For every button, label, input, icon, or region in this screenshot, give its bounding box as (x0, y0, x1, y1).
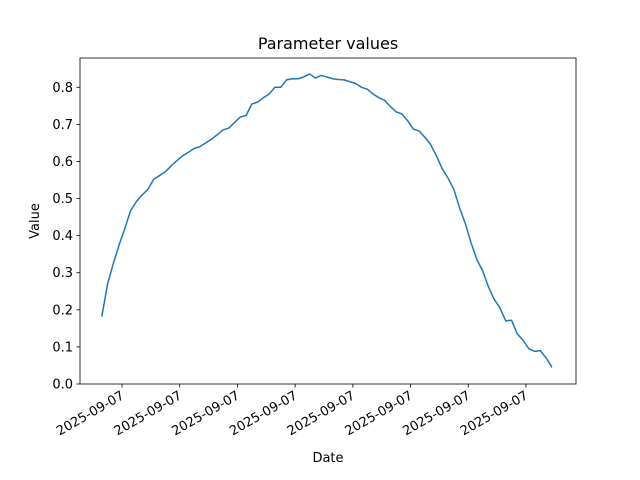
y-tick-label: 0.3 (52, 266, 73, 281)
y-tick-label: 0.4 (52, 229, 73, 244)
chart-title: Parameter values (258, 34, 398, 53)
y-tick-label: 0.6 (52, 155, 73, 170)
y-tick-label: 0.1 (52, 340, 73, 355)
y-tick-label: 0.5 (52, 192, 73, 207)
y-tick-label: 0.8 (52, 81, 73, 96)
y-tick-label: 0.0 (52, 378, 73, 393)
y-axis-label: Value (28, 203, 43, 239)
data-line (101, 73, 553, 368)
y-tick-label: 0.7 (52, 118, 73, 133)
plot-frame (79, 57, 577, 385)
y-tick-label: 0.2 (52, 303, 73, 318)
x-axis-label: Date (312, 451, 343, 466)
